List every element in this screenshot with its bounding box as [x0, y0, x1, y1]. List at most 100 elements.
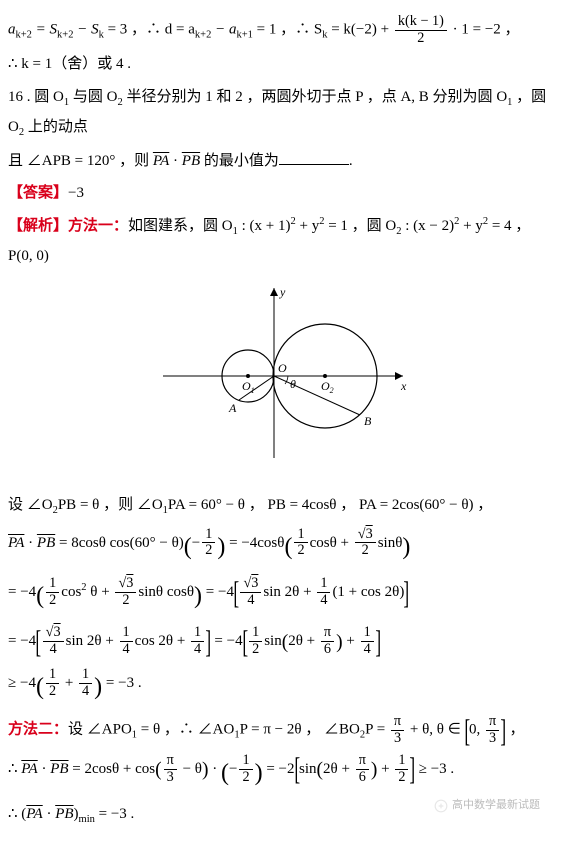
t: ，	[506, 722, 525, 738]
frac: k(k − 1)2	[395, 14, 447, 46]
n: 1	[249, 625, 262, 642]
d: 6	[321, 642, 334, 658]
t: .	[349, 153, 353, 169]
d: 2	[239, 770, 252, 786]
n: k(k − 1)	[395, 14, 447, 31]
set-line: 设 ∠O2PB = θ ，则 ∠O1PA = 60° − θ ， PB = 4c…	[8, 491, 558, 521]
n: 1	[46, 576, 59, 593]
t: = −4	[8, 584, 36, 600]
t: = −3 .	[102, 675, 141, 691]
t: = −4	[202, 584, 234, 600]
eq-top: ak+2 = Sk+2 − Sk = 3 ，∴ d = ak+2 − ak+1 …	[8, 14, 558, 46]
t: 半径分别为 1 和 2 ，两圆外切于点 P ，点 A, B 分别为圆 O	[123, 89, 507, 105]
d: 2	[249, 642, 262, 658]
t: 的最小值为	[200, 153, 279, 169]
t: = −4cosθ	[225, 534, 284, 550]
t: sin 2θ +	[263, 584, 315, 600]
n: π	[164, 753, 177, 770]
watermark-text: 高中数学最新试题	[452, 795, 540, 816]
d: 2	[46, 593, 59, 609]
t: sinθ cosθ	[138, 584, 194, 600]
answer-line: 【答案】−3	[8, 179, 558, 208]
t: = 1 ，圆 O	[324, 218, 396, 234]
d: 4	[240, 593, 261, 609]
coordinate-diagram: O1O2OABθxy	[8, 278, 558, 479]
t: 与圆 O	[69, 89, 117, 105]
n: π	[391, 714, 404, 731]
svg-text:O2: O2	[321, 379, 334, 395]
t: 设 ∠APO	[68, 722, 132, 738]
blank	[279, 149, 349, 165]
n: π	[486, 714, 499, 731]
t: 上的动点	[24, 119, 88, 135]
d: 6	[356, 770, 369, 786]
t: cos	[61, 584, 81, 600]
t: 0,	[469, 722, 484, 738]
t: ≥ −4	[8, 675, 36, 691]
diagram-svg: O1O2OABθxy	[153, 278, 413, 468]
n: 1	[361, 625, 374, 642]
method1-label: 【解析】方法一：	[8, 218, 128, 234]
vec: PB	[55, 806, 73, 822]
n: 1	[79, 667, 92, 684]
method1-line: 【解析】方法一：如图建系，圆 O1 : (x + 1)2 + y2 = 1 ，圆…	[8, 212, 558, 270]
vec-pb: PB	[182, 153, 200, 169]
t: ·	[38, 761, 51, 777]
t: − θ	[179, 761, 202, 777]
t: P = π − 2θ ， ∠BO	[240, 722, 360, 738]
svg-text:x: x	[400, 379, 407, 393]
t: sin	[264, 633, 282, 649]
d: 2	[395, 770, 408, 786]
watermark: 高中数学最新试题	[434, 795, 540, 816]
t: 且 ∠APB = 120° ，则	[8, 153, 153, 169]
t: = k(−2) +	[327, 22, 392, 38]
t: = −4	[8, 633, 36, 649]
d: 4	[317, 593, 330, 609]
t: ∴ (	[8, 806, 26, 822]
vec: PA	[21, 761, 37, 777]
t: cosθ +	[310, 534, 353, 550]
answer-label: 【答案】	[8, 185, 68, 201]
n: 1	[120, 625, 133, 642]
calc4: ≥ −4(12 + 14) = −3 .	[8, 665, 558, 711]
d: 4	[191, 642, 204, 658]
n: π	[356, 753, 369, 770]
d: 4	[43, 642, 64, 658]
t: = 3 ，∴ d = a	[104, 22, 195, 38]
t: = 8cosθ cos(60° − θ)	[55, 534, 184, 550]
n: √3	[240, 576, 261, 593]
t: P =	[365, 722, 389, 738]
vec: PA	[8, 534, 24, 550]
n: 1	[46, 667, 59, 684]
d: 2	[115, 593, 136, 609]
svg-text:O1: O1	[242, 379, 255, 395]
eq-top2: ∴ k = 1（舍）或 4 .	[8, 50, 558, 79]
t: PB = θ ，则 ∠O	[58, 497, 163, 513]
t: = −2	[263, 761, 295, 777]
t: 2θ +	[323, 761, 354, 777]
t: sin	[299, 761, 317, 777]
t: ·	[209, 761, 222, 777]
t: 圆 O	[34, 89, 64, 105]
d: 2	[46, 684, 59, 700]
calc2: = −4(12cos2 θ + √32sinθ cosθ) = −4[√34si…	[8, 574, 558, 620]
t: + y	[296, 218, 319, 234]
n: 1	[191, 625, 204, 642]
svg-text:A: A	[228, 401, 237, 415]
vec-pa: PA	[153, 153, 169, 169]
t: sinθ	[378, 534, 403, 550]
n: 1	[202, 527, 215, 544]
watermark-icon	[434, 799, 448, 813]
t: : (x + 1)	[238, 218, 291, 234]
t: 如图建系，圆 O	[128, 218, 233, 234]
t: +	[61, 675, 77, 691]
svg-text:θ: θ	[290, 377, 296, 391]
d: 4	[79, 684, 92, 700]
t: cos 2θ +	[135, 633, 189, 649]
t: (1 + cos 2θ)	[332, 584, 404, 600]
problem-line1: 16 . 圆 O1 与圆 O2 半径分别为 1 和 2 ，两圆外切于点 P ，点…	[8, 83, 558, 143]
vec: PB	[50, 761, 68, 777]
n: 1	[294, 527, 307, 544]
t: = −4	[211, 633, 243, 649]
num: 16 .	[8, 89, 34, 105]
